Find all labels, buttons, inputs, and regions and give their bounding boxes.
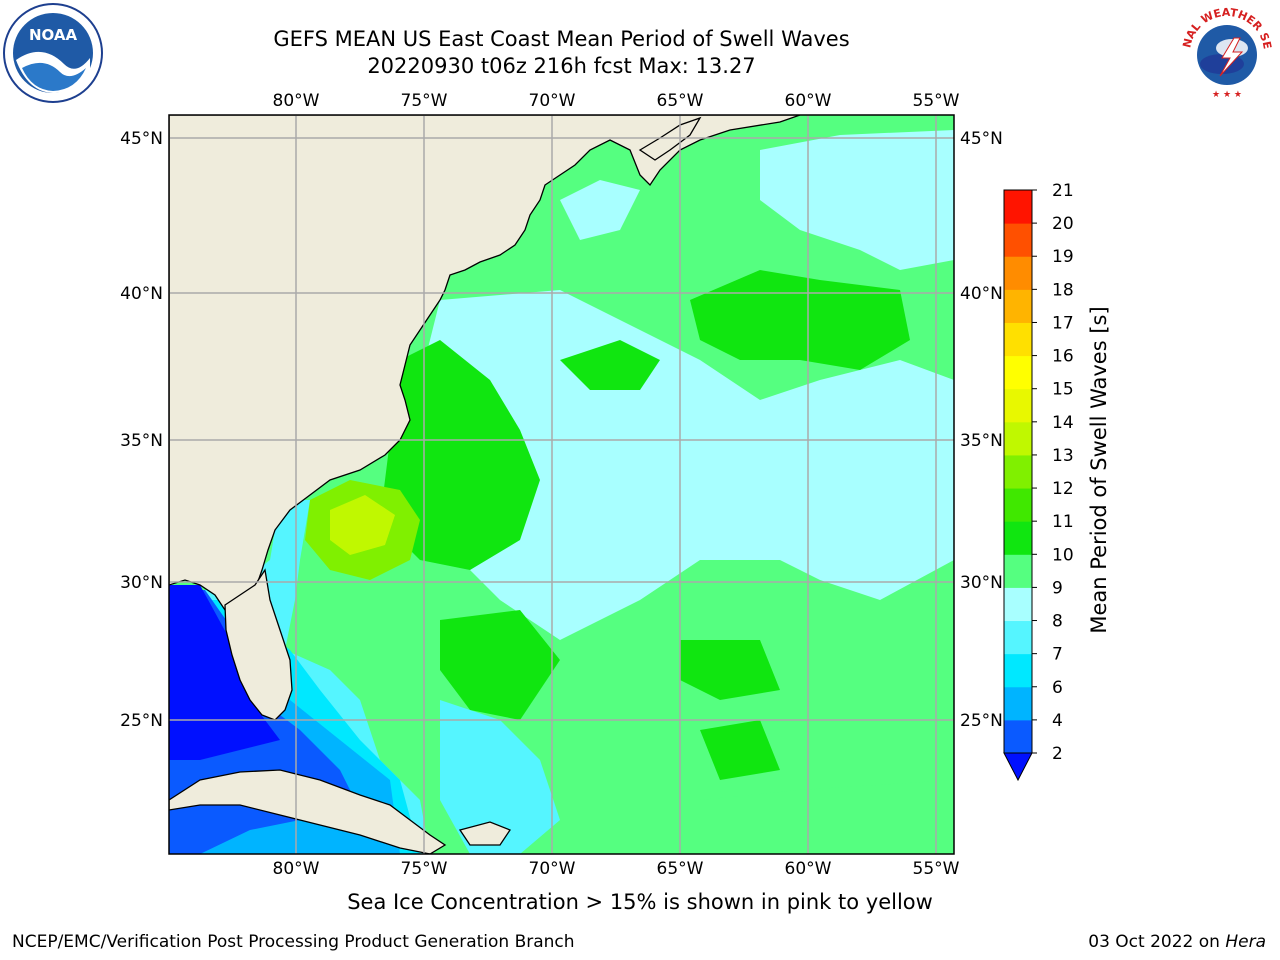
colorbar-tick-label: 8: [1052, 612, 1063, 632]
lat-labels-right: 45°N 40°N 35°N 30°N 25°N: [960, 129, 1003, 731]
lon-labels-bottom: 80°W 75°W 70°W 65°W 60°W 55°W: [273, 859, 960, 879]
colorbar-swatch: [1004, 256, 1032, 290]
period-8-9-region-coast-north: [560, 180, 640, 240]
svg-text:★ ★ ★: ★ ★ ★: [1212, 90, 1242, 100]
period-10-region-south-a: [440, 610, 560, 720]
colorbar-under-arrow: [1003, 752, 1033, 782]
colorbar-tick-label: 20: [1052, 214, 1074, 234]
lat-label-right: 45°N: [960, 129, 1003, 149]
period-13-region: [330, 495, 395, 555]
period-10-11-region-b: [380, 340, 540, 570]
period-10-11-region-a: [690, 270, 910, 370]
colorbar-swatch: [1004, 190, 1032, 224]
colorbar-swatch: [1004, 620, 1032, 655]
colorbar-swatch: [1004, 454, 1032, 489]
footer-date-text: 03 Oct 2022 on: [1088, 932, 1220, 952]
colorbar-swatch: [1004, 388, 1032, 423]
colorbar-swatch: [1004, 653, 1032, 688]
lat-label-left: 30°N: [120, 573, 163, 593]
colorbar-tick-label: 14: [1052, 413, 1074, 433]
colorbar-tick-label: 17: [1052, 313, 1074, 333]
colorbar: 2 4 6 7 8 9 10 11 12 13 14 15 16 17 18 19 20 21: [1003, 181, 1074, 782]
period-8-9-region: [420, 290, 954, 640]
chart-title: GEFS MEAN US East Coast Mean Period of S…: [273, 27, 850, 51]
north-america-landmass: [169, 115, 801, 611]
land: [169, 115, 801, 854]
lat-label-right: 30°N: [960, 573, 1003, 593]
colorbar-tick-label: 19: [1052, 247, 1074, 267]
colorbar-swatch: [1004, 488, 1032, 522]
footer-date: 03 Oct 2022 on Hera: [1088, 932, 1266, 952]
lat-label-left: 35°N: [120, 431, 163, 451]
colorbar-swatch: [1004, 587, 1032, 622]
colorbar-tick-label: 15: [1052, 380, 1074, 400]
nova-scotia: [638, 116, 702, 161]
colorbar-tick-label: 16: [1052, 347, 1074, 367]
lat-label-left: 45°N: [120, 129, 163, 149]
footer-host: Hera: [1225, 932, 1266, 952]
hispaniola: [458, 821, 511, 846]
lon-label-top: 55°W: [913, 91, 960, 111]
chart-subtitle: 20220930 t06z 216h fcst Max: 13.27: [367, 54, 756, 78]
colorbar-tick-label: 11: [1052, 512, 1074, 532]
colorbar-swatch: [1004, 322, 1032, 357]
lat-label-left: 40°N: [120, 284, 163, 304]
colorbar-swatch: [1004, 421, 1032, 456]
lat-label-right: 25°N: [960, 711, 1003, 731]
lon-label-top: 80°W: [273, 91, 320, 111]
cuba: [169, 769, 447, 854]
colorbar-swatch: [1004, 223, 1032, 257]
lon-label-bottom: 70°W: [529, 859, 576, 879]
lat-label-right: 40°N: [960, 284, 1003, 304]
colorbar-tick-label: 6: [1052, 678, 1063, 698]
colorbar-swatch: [1004, 686, 1032, 721]
footer-credit: NCEP/EMC/Verification Post Processing Pr…: [12, 932, 575, 952]
period-9-region-southeast: [560, 760, 954, 854]
colorbar-frame: [1003, 189, 1033, 754]
colorbar-tick-label: 7: [1052, 645, 1063, 665]
lon-label-bottom: 60°W: [785, 859, 832, 879]
colorbar-tick-label: 18: [1052, 280, 1074, 300]
lon-label-bottom: 55°W: [913, 859, 960, 879]
lat-label-left: 25°N: [120, 711, 163, 731]
noaa-logo: NOAA: [3, 3, 103, 103]
colorbar-tick-label: 9: [1052, 578, 1063, 598]
florida-peninsula: [224, 568, 293, 721]
nws-logo: NATIONAL WEATHER SERVICE ★ ★ ★: [1176, 2, 1276, 102]
lon-label-bottom: 80°W: [273, 859, 320, 879]
lat-label-right: 35°N: [960, 431, 1003, 451]
period-10-region-south-b: [680, 640, 780, 700]
lon-label-bottom: 75°W: [401, 859, 448, 879]
period-8-region-bahamas: [440, 700, 560, 854]
colorbar-tick-label: 2: [1052, 744, 1063, 764]
map-frame: [168, 114, 955, 855]
colorbar-swatch: [1004, 521, 1032, 555]
sea-ice-note: Sea Ice Concentration > 15% is shown in …: [347, 890, 933, 914]
colorbar-tick-label: 10: [1052, 545, 1074, 565]
lon-label-bottom: 65°W: [657, 859, 704, 879]
noaa-logo-text: NOAA: [29, 26, 78, 44]
period-8-9-region-east: [820, 450, 954, 560]
lon-labels-top: 80°W 75°W 70°W 65°W 60°W 55°W: [273, 91, 960, 111]
colorbar-swatch: [1004, 554, 1032, 588]
lat-labels-left: 45°N 40°N 35°N 30°N 25°N: [120, 129, 163, 731]
colorbar-tick-label: 21: [1052, 181, 1074, 201]
colorbar-tick-label: 12: [1052, 479, 1074, 499]
graticule: [169, 115, 954, 854]
colorbar-swatch: [1004, 719, 1032, 754]
period-10-11-region-c: [560, 340, 660, 390]
period-10-region-south-c: [700, 720, 780, 780]
colorbar-tick-label: 4: [1052, 711, 1063, 731]
lon-label-top: 60°W: [785, 91, 832, 111]
lon-label-top: 70°W: [529, 91, 576, 111]
colorbar-swatch: [1004, 289, 1032, 323]
below-2-region-gulf: [169, 585, 280, 760]
lon-label-top: 65°W: [657, 91, 704, 111]
colorbar-swatch: [1004, 355, 1032, 390]
colorbar-tick-label: 13: [1052, 446, 1074, 466]
lon-label-top: 75°W: [401, 91, 448, 111]
colorbar-title: Mean Period of Swell Waves [s]: [1087, 306, 1111, 633]
